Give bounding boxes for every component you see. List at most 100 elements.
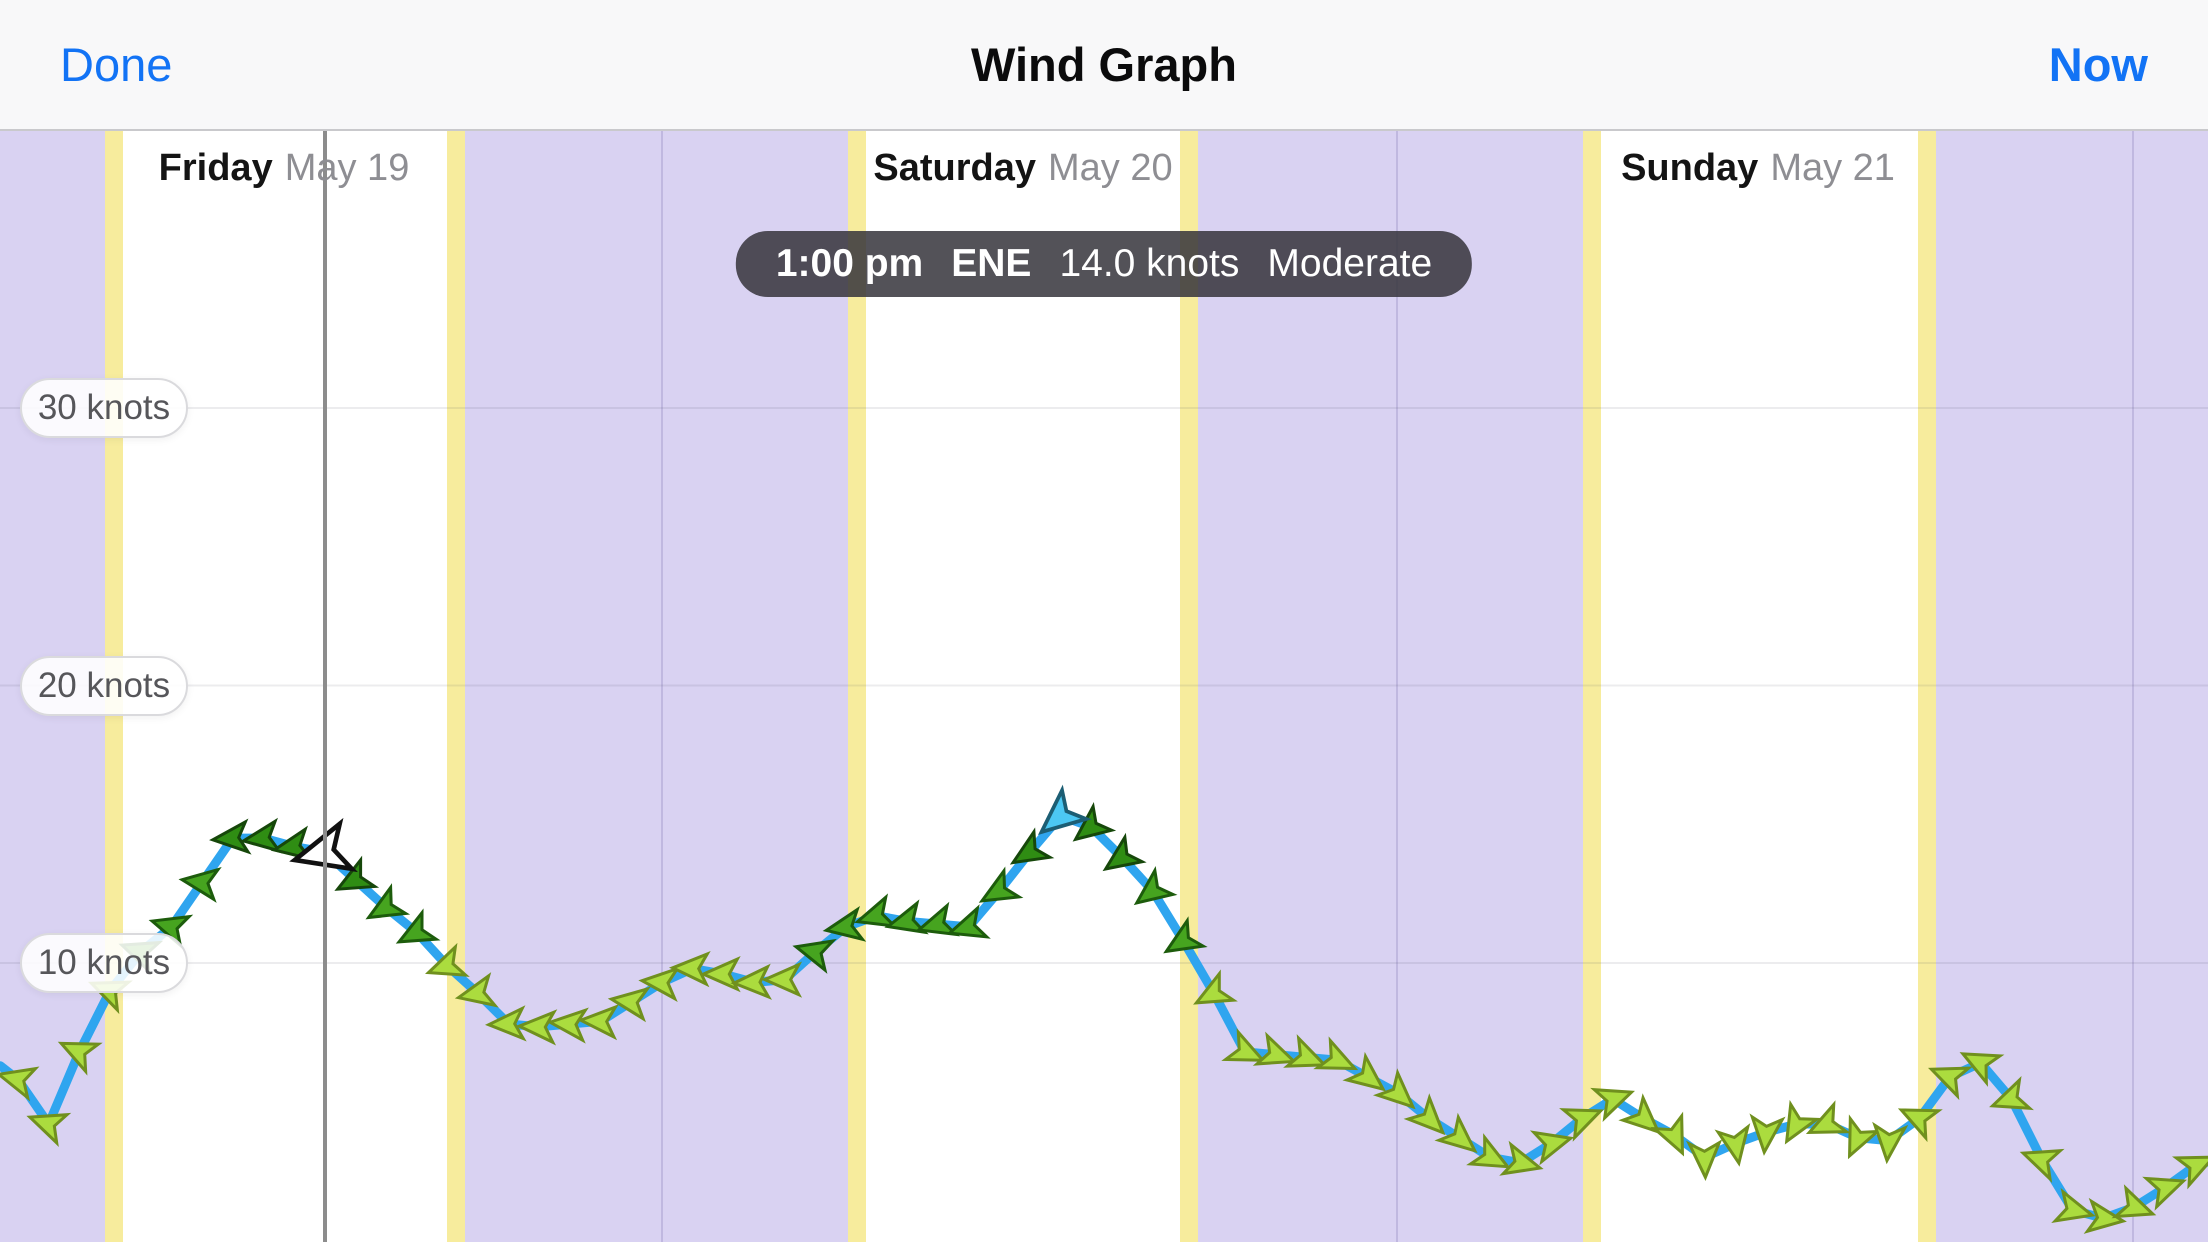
- tooltip-direction: ENE: [951, 242, 1032, 285]
- wind-arrow[interactable]: [1499, 1140, 1544, 1183]
- wind-arrow[interactable]: [884, 899, 929, 941]
- done-button[interactable]: Done: [60, 38, 173, 91]
- wind-arrow[interactable]: [1283, 1034, 1330, 1079]
- wind-arrow[interactable]: [2051, 1187, 2096, 1230]
- wind-arrow[interactable]: [1403, 1093, 1453, 1143]
- time-cursor[interactable]: [322, 131, 327, 1242]
- day-label: Sunday May 21: [1621, 147, 1895, 190]
- wind-arrow[interactable]: [1128, 865, 1178, 914]
- wind-arrow[interactable]: [1529, 1124, 1575, 1166]
- wind-arrow[interactable]: [1221, 1028, 1269, 1074]
- wind-arrow[interactable]: [0, 1060, 40, 1102]
- wind-arrow[interactable]: [1749, 1113, 1786, 1156]
- wind-arrow[interactable]: [454, 972, 499, 1012]
- wind-arrow[interactable]: [760, 961, 803, 998]
- wind-arrow[interactable]: [1926, 1055, 1973, 1101]
- wind-chart[interactable]: Friday May 19 Saturday May 20 Sunday May 21 3…: [0, 131, 2208, 1242]
- midnight-divider: [661, 131, 663, 1242]
- midnight-divider: [2132, 131, 2134, 1242]
- wind-arrow[interactable]: [914, 901, 960, 945]
- y-axis-pill: 20 knots: [20, 655, 188, 716]
- tooltip-speed: 14.0 knots: [1059, 242, 1240, 285]
- y-axis-pill: 30 knots: [20, 378, 188, 438]
- wind-arrow[interactable]: [1252, 1031, 1299, 1076]
- day-name: Saturday: [873, 147, 1036, 189]
- wind-arrow[interactable]: [515, 1009, 558, 1046]
- wind-speed-line: [0, 811, 2208, 1223]
- wind-arrow[interactable]: [178, 865, 222, 903]
- wind-arrow[interactable]: [1313, 1036, 1361, 1083]
- now-button[interactable]: Now: [2048, 38, 2148, 91]
- wind-plot: [0, 407, 2208, 1235]
- wind-arrow[interactable]: [1872, 1121, 1909, 1165]
- wind-arrow[interactable]: [2083, 1197, 2127, 1235]
- wind-arrow[interactable]: [1466, 1133, 1515, 1179]
- wind-arrow[interactable]: [1685, 1139, 1723, 1182]
- day-label: Saturday May 20: [873, 147, 1172, 190]
- wind-arrow[interactable]: [1618, 1093, 1668, 1143]
- tooltip-condition: Moderate: [1267, 242, 1433, 285]
- twilight-band: [1918, 131, 1936, 1242]
- wind-arrow[interactable]: [2172, 1144, 2208, 1190]
- wind-arrow[interactable]: [239, 817, 284, 855]
- wind-arrow[interactable]: [577, 1004, 619, 1041]
- wind-arrow[interactable]: [1987, 1076, 2034, 1120]
- now-wind-arrow[interactable]: [1029, 784, 1092, 846]
- wind-arrow[interactable]: [1559, 1097, 1606, 1142]
- wind-arrow[interactable]: [945, 904, 991, 947]
- wind-arrow[interactable]: [392, 908, 441, 955]
- selected-reading-tooltip: 1:00 pm ENE 14.0 knots Moderate: [735, 231, 1473, 297]
- wind-arrow[interactable]: [699, 955, 741, 993]
- day-label: Friday May 19: [159, 147, 410, 190]
- wind-arrow[interactable]: [1836, 1114, 1882, 1162]
- wind-arrow[interactable]: [1005, 827, 1055, 875]
- day-date: May 20: [1048, 147, 1173, 189]
- wind-arrow[interactable]: [1158, 916, 1208, 964]
- wind-arrow[interactable]: [55, 1030, 103, 1076]
- wind-arrow[interactable]: [668, 950, 711, 988]
- wind-arrow[interactable]: [638, 965, 681, 1002]
- wind-arrow[interactable]: [607, 984, 652, 1023]
- wind-arrow[interactable]: [25, 1103, 72, 1147]
- day-band: [1601, 131, 1918, 1242]
- day-date: May 19: [284, 147, 410, 189]
- y-axis-pill: 10 knots: [20, 933, 188, 993]
- wind-arrow[interactable]: [1189, 969, 1238, 1016]
- wind-arrow[interactable]: [423, 942, 470, 987]
- day-date: May 21: [1770, 147, 1895, 189]
- wind-arrow[interactable]: [1434, 1112, 1484, 1162]
- wind-arrow[interactable]: [1342, 1051, 1392, 1101]
- twilight-band: [848, 131, 866, 1242]
- wind-arrow[interactable]: [1590, 1078, 1636, 1122]
- wind-arrow[interactable]: [2142, 1167, 2188, 1211]
- wind-arrow[interactable]: [484, 1005, 527, 1042]
- page-title: Wind Graph: [971, 38, 1237, 91]
- wind-arrow[interactable]: [1803, 1100, 1851, 1146]
- wind-arrow[interactable]: [1895, 1096, 1943, 1143]
- night-band: [465, 131, 848, 1242]
- wind-arrow[interactable]: [822, 906, 867, 945]
- wind-arrow[interactable]: [1097, 832, 1147, 881]
- nav-bar: Done Wind Graph Now: [0, 0, 2208, 131]
- wind-arrow[interactable]: [209, 818, 252, 855]
- day-name: Sunday: [1621, 147, 1759, 189]
- midnight-divider: [1396, 131, 1398, 1242]
- wind-arrow[interactable]: [2111, 1184, 2158, 1228]
- day-name: Friday: [158, 147, 273, 189]
- twilight-band: [1583, 131, 1601, 1242]
- wind-arrow[interactable]: [361, 883, 411, 931]
- wind-arrow[interactable]: [974, 866, 1024, 914]
- day-band: [866, 131, 1180, 1242]
- wind-arrow[interactable]: [1372, 1068, 1423, 1118]
- wind-arrow[interactable]: [2018, 1139, 2065, 1183]
- wind-arrow[interactable]: [1714, 1123, 1753, 1167]
- tooltip-time: 1:00 pm: [775, 242, 924, 285]
- wind-arrow[interactable]: [853, 893, 899, 936]
- wind-arrow[interactable]: [1650, 1111, 1696, 1159]
- wind-arrow[interactable]: [1774, 1099, 1822, 1148]
- wind-arrow[interactable]: [546, 1007, 589, 1044]
- wind-arrow[interactable]: [730, 963, 772, 1000]
- wind-arrow[interactable]: [1956, 1040, 2005, 1087]
- wind-arrow[interactable]: [792, 932, 837, 974]
